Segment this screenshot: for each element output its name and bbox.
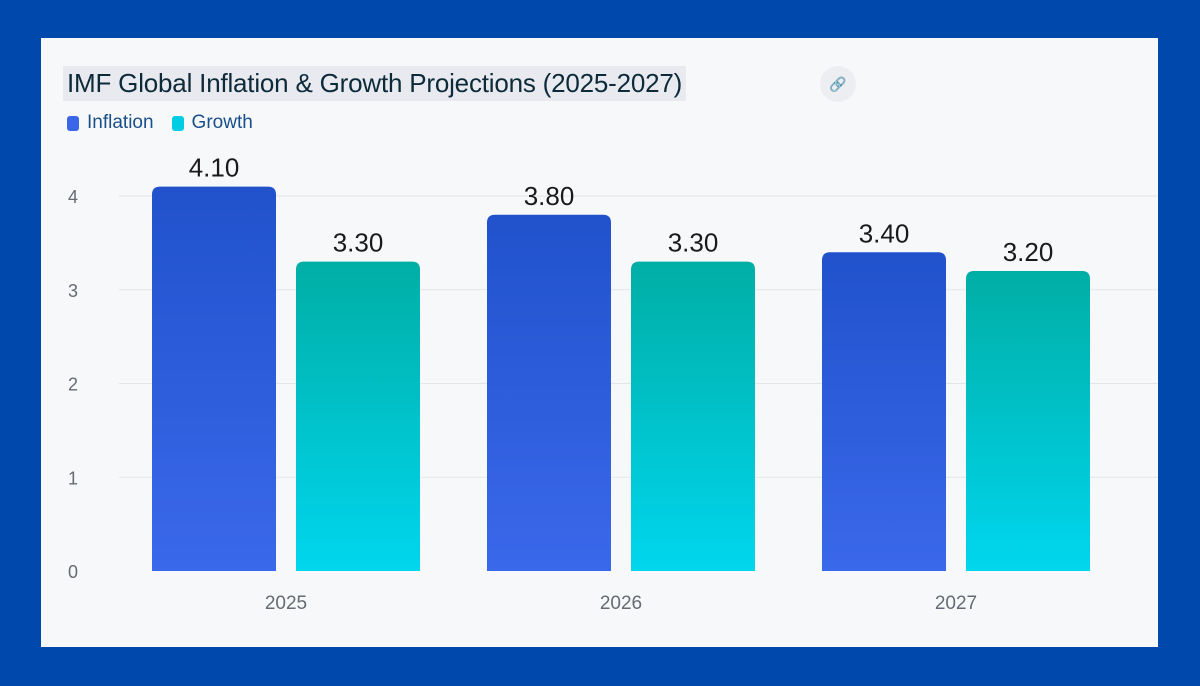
x-tick-label: 2027 bbox=[935, 593, 977, 614]
bar-inflation bbox=[822, 252, 946, 571]
legend-swatch-inflation bbox=[67, 115, 79, 131]
y-tick-label: 0 bbox=[68, 562, 78, 582]
data-label: 4.10 bbox=[189, 153, 240, 183]
legend: Inflation Growth bbox=[67, 112, 253, 134]
y-tick-label: 1 bbox=[68, 468, 78, 488]
bar-inflation bbox=[487, 214, 611, 571]
y-tick-label: 3 bbox=[68, 281, 78, 301]
data-label: 3.20 bbox=[1003, 237, 1054, 267]
legend-item-inflation[interactable]: Inflation bbox=[67, 112, 154, 134]
legend-item-growth[interactable]: Growth bbox=[171, 112, 253, 134]
data-label: 3.30 bbox=[668, 228, 719, 258]
x-tick-label: 2025 bbox=[265, 593, 307, 614]
link-icon[interactable]: 🔗 bbox=[820, 66, 856, 102]
bar-growth bbox=[296, 261, 420, 571]
bar-growth bbox=[966, 271, 1090, 571]
bar-growth bbox=[631, 261, 755, 571]
plot-area: 0 1 2 3 4 4.10 3.30 2025 3.80 3.30 2026 3.40 3.20 202… bbox=[68, 153, 1158, 614]
chart-title: IMF Global Inflation & Growth Projection… bbox=[63, 66, 687, 101]
data-label: 3.30 bbox=[333, 228, 384, 258]
data-label: 3.40 bbox=[859, 218, 910, 248]
data-label: 3.80 bbox=[524, 181, 575, 211]
legend-label: Inflation bbox=[87, 112, 154, 133]
chart-card: IMF Global Inflation & Growth Projection… bbox=[41, 38, 1158, 647]
y-tick-label: 4 bbox=[68, 187, 78, 207]
x-tick-label: 2026 bbox=[600, 593, 642, 614]
y-tick-label: 2 bbox=[68, 375, 78, 395]
legend-swatch-growth bbox=[171, 115, 184, 131]
bar-inflation bbox=[152, 186, 276, 571]
legend-label: Growth bbox=[191, 112, 253, 133]
